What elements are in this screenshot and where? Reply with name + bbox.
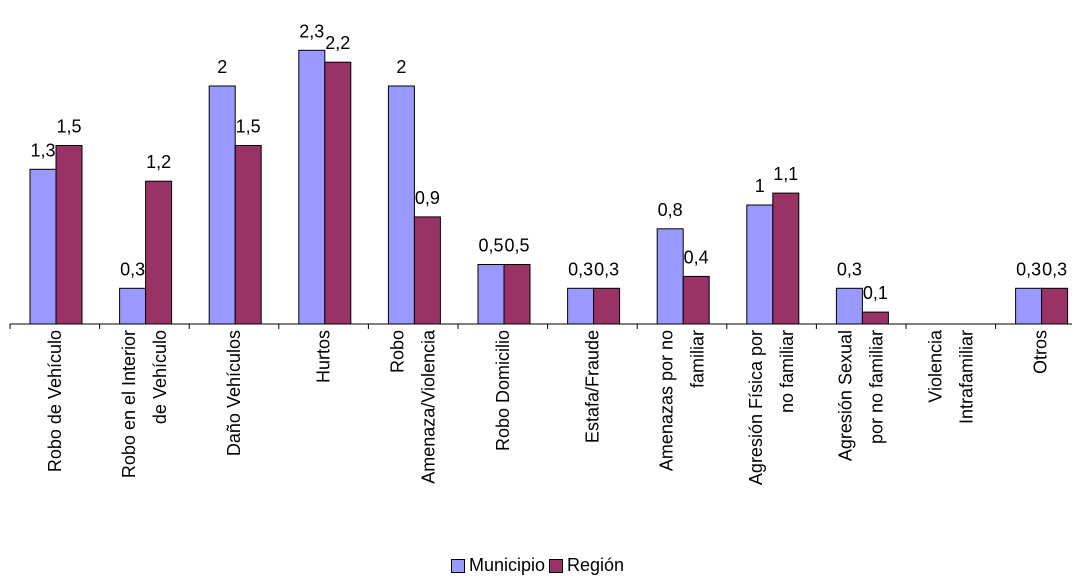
bars-layer <box>29 49 1069 325</box>
category-label: Robo de Vehículo <box>45 330 65 472</box>
category-label-line: Amenazas por no <box>657 330 677 471</box>
legend-item-municipio: Municipio <box>450 555 545 576</box>
category-label-line: Agresión Física por <box>746 330 766 485</box>
bar-region <box>145 180 173 325</box>
category-label-line: Otros <box>1030 330 1050 374</box>
category-label: Robo Amenaza/Violencia <box>388 329 439 484</box>
bar-municipio <box>835 287 863 325</box>
bar-municipio <box>208 85 236 325</box>
bar-municipio <box>387 85 415 325</box>
data-label: 0,8 <box>658 200 683 220</box>
bar-region <box>682 275 710 325</box>
legend-label-municipio: Municipio <box>468 555 545 575</box>
data-label: 1,3 <box>30 140 55 160</box>
category-label: Estafa/Fraude <box>582 330 602 443</box>
bar-municipio <box>1015 287 1043 325</box>
data-label: 0,9 <box>415 188 440 208</box>
data-label: 1,2 <box>146 152 171 172</box>
category-label: Robo en el Interior de Vehículo <box>119 330 170 478</box>
data-label: 0,5 <box>478 236 503 256</box>
category-label: Violencia Intrafamiliar <box>925 329 976 424</box>
category-label: Amenazas por no familiar <box>657 330 708 471</box>
data-label: 2 <box>396 57 406 77</box>
data-label: 1,1 <box>773 164 798 184</box>
category-label: Agresión Sexual por no familiar <box>836 330 887 461</box>
bar-municipio <box>298 49 326 325</box>
category-label-line: por no familiar <box>867 330 887 444</box>
value-labels-layer: 1,31,50,31,221,52,32,220,90,5 0,50,3 0,30,… <box>30 21 1067 303</box>
data-label: 0,3 <box>120 259 145 279</box>
data-label: 0,3 <box>594 259 619 279</box>
bar-municipio <box>477 264 505 325</box>
category-label-line: Agresión Sexual <box>836 330 856 461</box>
category-label-line: no familiar <box>777 330 797 413</box>
bar-municipio <box>29 168 57 325</box>
bar-region <box>413 216 441 325</box>
legend-swatch-region <box>549 558 563 573</box>
legend-item-region: Región <box>549 555 624 576</box>
bar-region <box>324 61 352 325</box>
bar-region <box>234 145 262 325</box>
bar-region <box>1041 287 1069 325</box>
bar-municipio <box>567 287 595 325</box>
data-label: 1 <box>755 176 765 196</box>
bar-region <box>861 311 889 325</box>
data-label: 2,2 <box>325 33 350 53</box>
legend-swatch-municipio <box>450 558 465 573</box>
data-label: 2,3 <box>299 21 324 41</box>
data-label: 1,5 <box>56 117 81 137</box>
category-label-line: Robo de Vehículo <box>45 330 65 472</box>
data-label: 0,3 <box>1016 259 1041 279</box>
bar-region <box>593 287 621 325</box>
category-label-line: familiar <box>688 330 708 388</box>
bar-municipio <box>656 228 684 325</box>
category-label: Daño Vehículos <box>224 330 244 456</box>
category-label-line: Hurtos <box>314 330 334 383</box>
bar-region <box>772 192 800 325</box>
category-label-line: Amenaza/Violencia <box>419 329 439 484</box>
category-label: Robo Domicilio <box>493 330 513 451</box>
category-label: Agresión Física por no familiar <box>746 330 797 485</box>
category-label-line: de Vehículo <box>150 330 170 424</box>
category-label-line: Intrafamiliar <box>956 330 976 424</box>
category-label-line: Robo en el Interior <box>119 330 139 478</box>
category-label-line: Daño Vehículos <box>224 330 244 456</box>
category-label-line: Robo <box>388 330 408 373</box>
bar-region <box>55 145 83 325</box>
data-label: 1,5 <box>236 117 261 137</box>
data-label: 2 <box>217 57 227 77</box>
data-label: 0,4 <box>684 247 709 267</box>
category-label-line: Violencia <box>925 329 945 403</box>
category-label: Hurtos <box>314 330 334 383</box>
bar-region <box>503 264 531 325</box>
category-label-line: Estafa/Fraude <box>582 330 602 443</box>
data-label: 0,1 <box>863 283 888 303</box>
legend: Municipio Región <box>0 555 1075 576</box>
data-label: 0,3 <box>568 259 593 279</box>
legend-label-region: Región <box>567 555 625 575</box>
bar-municipio <box>746 204 774 325</box>
category-labels-layer: Robo de Vehículo Robo en el Interior de Ve… <box>45 329 1051 485</box>
data-label: 0,3 <box>1042 259 1067 279</box>
data-label: 0,5 <box>504 236 529 256</box>
x-axis-ticks <box>9 324 997 329</box>
bar-municipio <box>119 287 147 325</box>
data-label: 0,3 <box>837 259 862 279</box>
category-label: Otros <box>1030 330 1050 374</box>
category-label-line: Robo Domicilio <box>493 330 513 451</box>
